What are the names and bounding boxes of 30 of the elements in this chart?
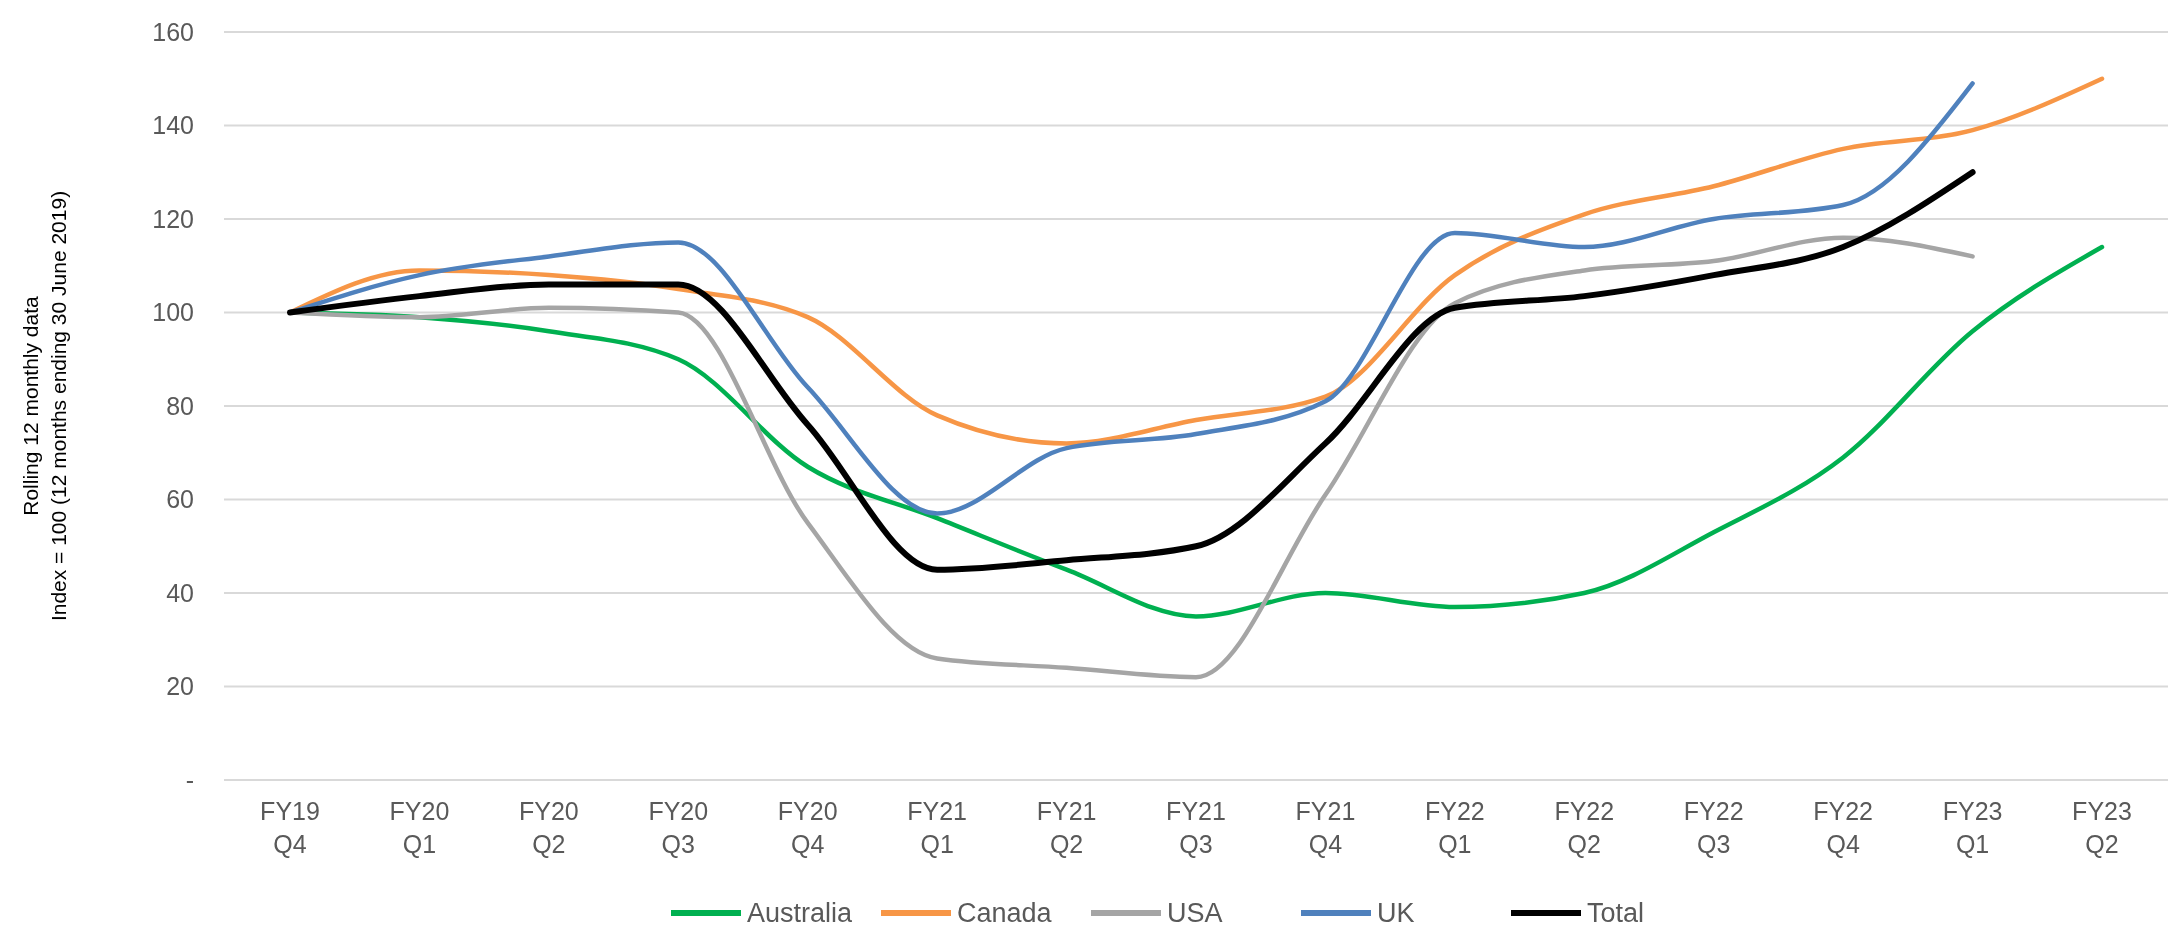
legend-label: UK bbox=[1377, 898, 1415, 929]
x-tick-label: FY20 Q1 bbox=[389, 797, 450, 858]
x-tick-label: FY21 Q3 bbox=[1166, 797, 1226, 858]
legend-label: Canada bbox=[957, 898, 1053, 929]
y-tick-label: 120 bbox=[152, 204, 194, 233]
x-tick-label: FY22 Q4 bbox=[1813, 797, 1874, 858]
x-tick-label: FY22 Q2 bbox=[1554, 797, 1615, 858]
x-tick-label: FY23 Q2 bbox=[2072, 797, 2132, 858]
x-tick-label: FY20 Q4 bbox=[777, 797, 838, 858]
legend-label: USA bbox=[1167, 898, 1223, 929]
x-tick-label: FY22 Q1 bbox=[1424, 797, 1485, 858]
legend-label: Total bbox=[1587, 898, 1645, 929]
x-tick-label: FY21 Q4 bbox=[1295, 797, 1356, 858]
y-tick-label: - bbox=[185, 765, 194, 794]
x-tick-label: FY23 Q1 bbox=[1942, 797, 2003, 858]
y-tick-label: 80 bbox=[166, 391, 194, 420]
x-tick-label: FY21 Q2 bbox=[1036, 797, 1097, 858]
x-tick-label: FY21 Q1 bbox=[907, 797, 968, 858]
x-tick-label: FY20 Q2 bbox=[518, 797, 579, 858]
x-tick-label: FY20 Q3 bbox=[648, 797, 709, 858]
y-axis-title: Rolling 12 monthly data Index = 100 (12 months ending 30 June 2019) bbox=[19, 190, 70, 622]
y-tick-label: 160 bbox=[152, 17, 194, 46]
y-tick-label: 140 bbox=[152, 111, 194, 140]
legend-label: Australia bbox=[747, 898, 854, 929]
x-tick-label: FY19 Q4 bbox=[260, 797, 320, 858]
y-tick-label: 60 bbox=[166, 485, 194, 514]
x-tick-label: FY22 Q3 bbox=[1683, 797, 1744, 858]
y-tick-label: 100 bbox=[152, 298, 194, 327]
y-tick-label: 20 bbox=[166, 672, 194, 701]
y-tick-label: 40 bbox=[166, 578, 194, 607]
